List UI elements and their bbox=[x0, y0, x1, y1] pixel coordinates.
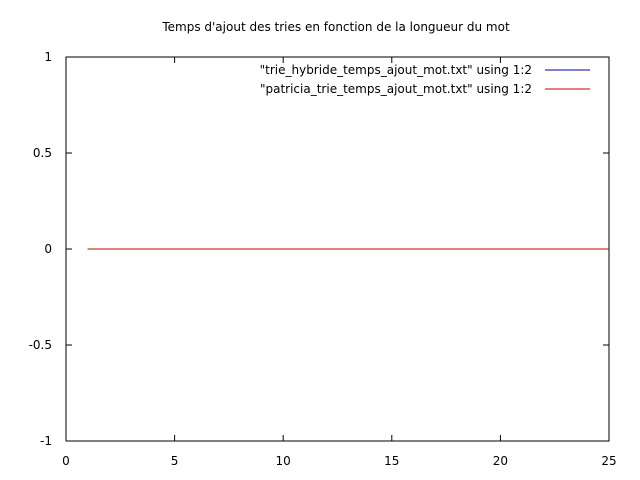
x-tick-label: 5 bbox=[171, 454, 179, 468]
axis-ticks bbox=[65, 56, 610, 442]
legend: "trie_hybride_temps_ajout_mot.txt" using… bbox=[260, 63, 590, 96]
y-tick-label: -1 bbox=[40, 434, 52, 448]
y-tick-label: 1 bbox=[44, 50, 52, 64]
legend-label-1: "trie_hybride_temps_ajout_mot.txt" using… bbox=[260, 63, 532, 77]
x-tick-label: 10 bbox=[276, 454, 291, 468]
y-tick-label: 0.5 bbox=[33, 146, 52, 160]
chart-title: Temps d'ajout des tries en fonction de l… bbox=[161, 20, 510, 34]
x-tick-label: 15 bbox=[384, 454, 399, 468]
y-tick-label: -0.5 bbox=[29, 338, 52, 352]
x-tick-label: 0 bbox=[62, 454, 70, 468]
axis-tick-labels: 0 5 10 15 20 25 -1 -0.5 0 0.5 1 bbox=[29, 50, 617, 468]
y-tick-label: 0 bbox=[44, 242, 52, 256]
x-tick-label: 25 bbox=[601, 454, 616, 468]
x-tick-label: 20 bbox=[493, 454, 508, 468]
legend-label-2: "patricia_trie_temps_ajout_mot.txt" usin… bbox=[260, 82, 532, 96]
